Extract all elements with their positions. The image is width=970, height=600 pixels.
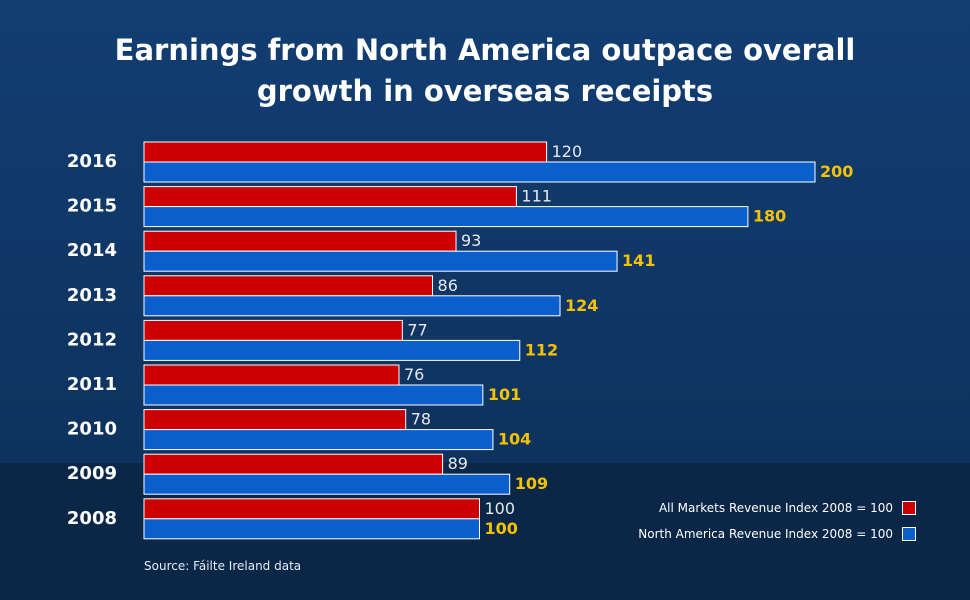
value-label-north-america-2008: 100 — [485, 519, 518, 538]
value-label-all-markets-2010: 78 — [411, 410, 431, 429]
value-label-north-america-2011: 101 — [488, 385, 521, 404]
value-label-all-markets-2013: 86 — [438, 276, 458, 295]
value-label-north-america-2010: 104 — [498, 430, 531, 449]
value-label-all-markets-2016: 120 — [552, 142, 583, 161]
bar-north-america-2008 — [143, 518, 480, 540]
year-label-2013: 2013 — [67, 285, 117, 306]
bar-all-markets-2013 — [143, 275, 434, 297]
value-label-north-america-2013: 124 — [565, 296, 598, 315]
bar-north-america-2013 — [143, 295, 561, 317]
legend: All Markets Revenue Index 2008 = 100 Nor… — [638, 495, 916, 547]
bar-all-markets-2008 — [143, 498, 480, 520]
legend-item-north-america: North America Revenue Index 2008 = 100 — [638, 521, 916, 547]
legend-swatch-all-markets — [902, 501, 916, 515]
bar-north-america-2012 — [143, 339, 521, 361]
chart-title-line-2: growth in overseas receipts — [256, 74, 714, 108]
year-label-2014: 2014 — [67, 240, 117, 261]
year-label-2016: 2016 — [67, 151, 117, 172]
legend-label-north-america: North America Revenue Index 2008 = 100 — [638, 527, 893, 541]
bar-north-america-2014 — [143, 250, 618, 272]
year-label-2015: 2015 — [67, 196, 117, 217]
source-note: Source: Fáilte Ireland data — [144, 559, 302, 573]
value-label-north-america-2009: 109 — [515, 474, 548, 493]
value-label-all-markets-2015: 111 — [521, 187, 552, 206]
chart-title-line-1: Earnings from North America outpace over… — [114, 33, 856, 67]
value-label-north-america-2014: 141 — [622, 251, 655, 270]
value-label-all-markets-2008: 100 — [485, 499, 516, 518]
bar-all-markets-2012 — [143, 319, 403, 341]
bar-all-markets-2010 — [143, 409, 407, 431]
legend-swatch-north-america — [902, 527, 916, 541]
year-label-2011: 2011 — [67, 374, 117, 395]
value-label-north-america-2016: 200 — [820, 162, 853, 181]
bar-north-america-2011 — [143, 384, 484, 406]
bar-all-markets-2014 — [143, 230, 457, 252]
year-label-2010: 2010 — [67, 419, 117, 440]
bar-north-america-2009 — [143, 473, 511, 495]
bar-north-america-2010 — [143, 429, 494, 451]
value-label-north-america-2015: 180 — [753, 207, 786, 226]
bar-all-markets-2015 — [143, 186, 517, 208]
year-label-2012: 2012 — [67, 329, 117, 350]
chart-title: Earnings from North America outpace over… — [0, 30, 970, 112]
legend-item-all-markets: All Markets Revenue Index 2008 = 100 — [638, 495, 916, 521]
value-label-north-america-2012: 112 — [525, 340, 558, 359]
bar-all-markets-2011 — [143, 364, 400, 386]
legend-label-all-markets: All Markets Revenue Index 2008 = 100 — [658, 501, 893, 515]
bar-north-america-2015 — [143, 206, 749, 228]
value-label-all-markets-2012: 77 — [407, 320, 427, 339]
value-label-all-markets-2011: 76 — [404, 365, 424, 384]
year-label-2008: 2008 — [67, 508, 117, 529]
value-label-all-markets-2014: 93 — [461, 231, 481, 250]
year-label-2009: 2009 — [67, 463, 117, 484]
bar-north-america-2016 — [143, 161, 816, 183]
bar-all-markets-2009 — [143, 453, 444, 475]
value-label-all-markets-2009: 89 — [448, 454, 468, 473]
bar-all-markets-2016 — [143, 141, 548, 163]
